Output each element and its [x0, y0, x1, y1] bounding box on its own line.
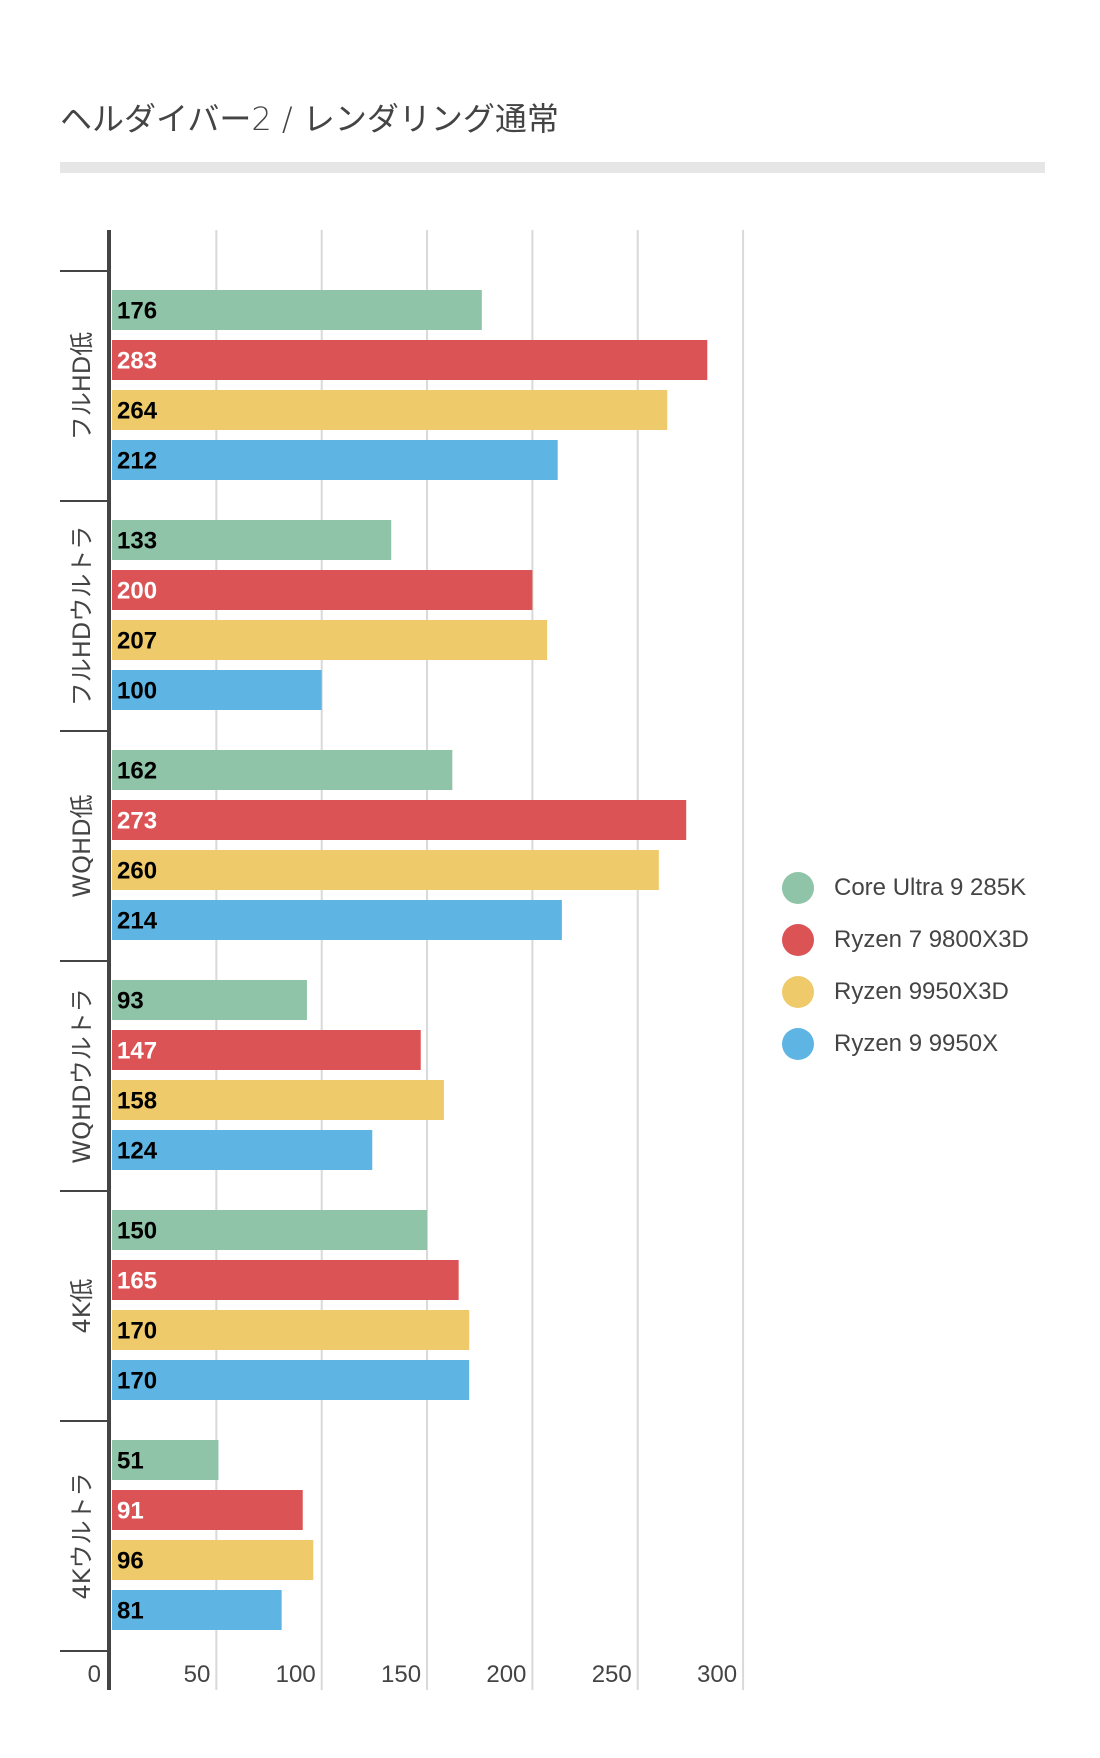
x-tick-labels: 0 50 100 150 200 250 300 — [88, 1661, 737, 1688]
x-tick-label: 50 — [184, 1661, 211, 1688]
bar-value-label: 207 — [117, 628, 157, 655]
bar — [112, 1130, 373, 1170]
bar-value-label: 165 — [117, 1268, 157, 1295]
bar — [112, 1080, 444, 1120]
bar — [112, 750, 453, 790]
bar — [112, 1030, 421, 1070]
bar — [112, 520, 392, 560]
title-divider — [60, 162, 1045, 173]
bar — [112, 850, 659, 890]
bar-value-label: 133 — [117, 528, 157, 555]
bar-value-label: 100 — [117, 678, 157, 705]
bar-value-label: 158 — [117, 1088, 157, 1115]
legend-label: Ryzen 9950X3D — [834, 978, 1009, 1005]
x-tick-label: 200 — [486, 1661, 526, 1688]
bar — [112, 1360, 470, 1400]
bar — [112, 800, 687, 840]
bar-value-label: 150 — [117, 1218, 157, 1245]
category-label: フルHD低 — [68, 332, 96, 441]
legend-swatch-icon — [782, 1028, 814, 1060]
x-tick-label: 150 — [381, 1661, 421, 1688]
x-tick-label: 100 — [276, 1661, 316, 1688]
bar — [112, 1590, 282, 1630]
bar-value-label: 170 — [117, 1318, 157, 1345]
bar-value-label: 170 — [117, 1368, 157, 1395]
legend-item: Ryzen 9 9950X — [782, 1018, 1029, 1070]
bar-value-label: 273 — [117, 808, 157, 835]
legend: Core Ultra 9 285K Ryzen 7 9800X3D Ryzen 99… — [782, 862, 1029, 1070]
legend-label: Ryzen 9 9950X — [834, 1030, 999, 1057]
category-label: 4Kウルトラ — [68, 1472, 96, 1599]
legend-swatch-icon — [782, 924, 814, 956]
legend-item: Ryzen 7 9800X3D — [782, 914, 1029, 966]
bar-value-label: 124 — [117, 1138, 158, 1165]
legend-swatch-icon — [782, 976, 814, 1008]
category-label: WQHD低 — [68, 794, 96, 897]
bar — [112, 1440, 219, 1480]
y-axis — [60, 230, 111, 1690]
x-tick-label: 0 — [88, 1661, 101, 1688]
x-tick-label: 300 — [697, 1661, 737, 1688]
bar — [112, 980, 307, 1020]
bar-value-label: 214 — [117, 908, 158, 935]
legend-swatch-icon — [782, 872, 814, 904]
bar-value-label: 260 — [117, 858, 157, 885]
category-label: フルHDウルトラ — [68, 526, 96, 707]
legend-item: Core Ultra 9 285K — [782, 862, 1029, 914]
bar — [112, 570, 533, 610]
bars: 176 283 264 212 133 200 207 100 162 273 260 214 93 14… — [112, 290, 708, 1630]
bar-value-label: 200 — [117, 578, 157, 605]
category-label: 4K低 — [68, 1278, 96, 1333]
bar-value-label: 176 — [117, 298, 157, 325]
bar-value-label: 147 — [117, 1038, 157, 1065]
bar — [112, 340, 708, 380]
bar-value-label: 283 — [117, 348, 157, 375]
bar-value-label: 51 — [117, 1448, 144, 1475]
category-label: WQHDウルトラ — [68, 988, 96, 1163]
legend-item: Ryzen 9950X3D — [782, 966, 1029, 1018]
bar-value-label: 162 — [117, 758, 157, 785]
bar — [112, 1260, 459, 1300]
legend-label: Ryzen 7 9800X3D — [834, 926, 1029, 953]
bar — [112, 670, 322, 710]
bar-value-label: 81 — [117, 1598, 144, 1625]
x-tick-label: 250 — [592, 1661, 632, 1688]
bar — [112, 440, 558, 480]
bar — [112, 1310, 470, 1350]
bar-value-label: 93 — [117, 988, 144, 1015]
bar — [112, 1210, 428, 1250]
bar — [112, 900, 562, 940]
chart-title: ヘルダイバー2 / レンダリング通常 — [60, 100, 559, 138]
bar — [112, 1490, 303, 1530]
bar-value-label: 91 — [117, 1498, 144, 1525]
bar — [112, 290, 482, 330]
legend-label: Core Ultra 9 285K — [834, 874, 1027, 901]
bar — [112, 620, 548, 660]
bar — [112, 1540, 314, 1580]
bar-value-label: 96 — [117, 1548, 144, 1575]
bar-value-label: 264 — [117, 398, 158, 425]
bar — [112, 390, 668, 430]
bar-value-label: 212 — [117, 448, 157, 475]
